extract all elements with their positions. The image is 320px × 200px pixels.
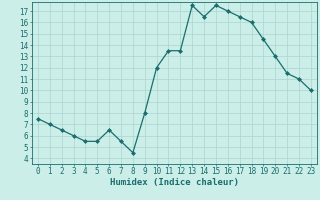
X-axis label: Humidex (Indice chaleur): Humidex (Indice chaleur): [110, 178, 239, 187]
